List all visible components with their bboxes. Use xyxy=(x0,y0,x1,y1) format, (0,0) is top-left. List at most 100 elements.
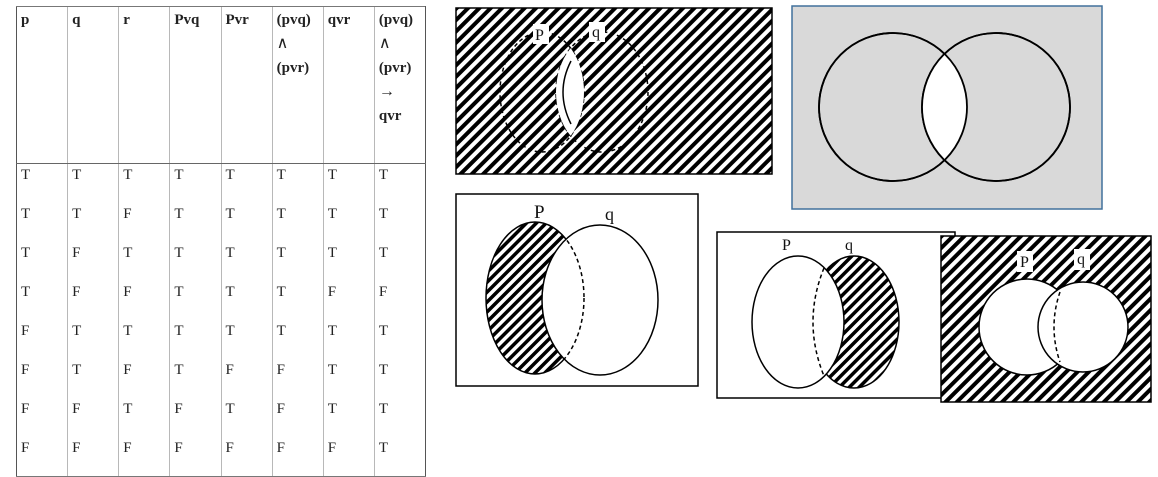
table-cell: F xyxy=(67,398,119,437)
table-cell: T xyxy=(220,398,273,437)
table-cell: F xyxy=(15,359,68,398)
header-q-or-r: qvr xyxy=(322,6,375,164)
table-cell: T xyxy=(322,359,375,398)
label-p: P xyxy=(1020,254,1029,271)
table-cell: F xyxy=(169,398,221,437)
table-cell: T xyxy=(118,163,170,203)
circle-q xyxy=(1037,281,1129,373)
table-cell: T xyxy=(118,320,170,359)
table-cell: T xyxy=(271,242,324,281)
table-cell: T xyxy=(169,242,221,281)
table-cell: F xyxy=(373,281,427,320)
table-cell: T xyxy=(220,163,273,203)
table-cell: T xyxy=(271,163,324,203)
table-cell: T xyxy=(271,281,324,320)
circle-q xyxy=(541,224,659,376)
table-cell: T xyxy=(15,242,68,281)
table-cell: T xyxy=(322,320,375,359)
circle-p xyxy=(751,255,845,389)
table-cell: F xyxy=(118,359,170,398)
table-cell: T xyxy=(118,242,170,281)
label-p: P xyxy=(782,237,791,254)
table-cell: T xyxy=(15,203,68,242)
table-cell: F xyxy=(15,437,68,477)
venn-diagram-3: P q xyxy=(455,193,701,389)
table-cell: T xyxy=(373,437,427,477)
table-cell: T xyxy=(169,163,221,203)
label-q: q xyxy=(592,24,600,41)
header-p: p xyxy=(15,6,68,164)
table-cell: T xyxy=(373,163,427,203)
table-cell: T xyxy=(322,398,375,437)
header-p-or-r: Pvr xyxy=(220,6,273,164)
venn-diagram-2 xyxy=(791,5,1105,212)
table-cell: T xyxy=(322,203,375,242)
label-p: P xyxy=(535,27,544,44)
table-cell: F xyxy=(322,281,375,320)
venn-diagram-1: P q xyxy=(455,7,775,177)
table-cell: F xyxy=(118,437,170,477)
table-cell: T xyxy=(15,281,68,320)
table-cell: F xyxy=(15,398,68,437)
table-cell: T xyxy=(67,320,119,359)
table-cell: T xyxy=(118,398,170,437)
table-cell: T xyxy=(373,320,427,359)
table-cell: T xyxy=(373,359,427,398)
table-cell: F xyxy=(322,437,375,477)
header-conjunction: (pvq) ∧ (pvr) xyxy=(271,6,324,164)
truth-table: p q r Pvq Pvr (pvq) ∧ (pvr) qvr (pvq) ∧ … xyxy=(15,6,427,477)
table-cell: F xyxy=(67,242,119,281)
table-cell: T xyxy=(169,320,221,359)
table-cell: T xyxy=(169,281,221,320)
table-cell: T xyxy=(67,359,119,398)
table-cell: T xyxy=(271,203,324,242)
table-cell: T xyxy=(322,242,375,281)
label-q: q xyxy=(605,204,614,224)
label-p: P xyxy=(534,202,545,223)
header-implication: (pvq) ∧ (pvr) → qvr xyxy=(373,6,427,164)
table-cell: F xyxy=(67,437,119,477)
venn-diagram-4: P q xyxy=(716,231,958,401)
label-q: q xyxy=(845,237,853,254)
table-cell: T xyxy=(220,320,273,359)
table-cell: F xyxy=(271,398,324,437)
table-cell: T xyxy=(169,359,221,398)
universe-hatched xyxy=(455,7,773,175)
table-cell: T xyxy=(220,242,273,281)
table-cell: T xyxy=(322,163,375,203)
header-r: r xyxy=(118,6,170,164)
truth-table-header-row: p q r Pvq Pvr (pvq) ∧ (pvr) qvr (pvq) ∧ … xyxy=(15,6,427,164)
table-cell: F xyxy=(67,281,119,320)
table-cell: F xyxy=(169,437,221,477)
table-cell: T xyxy=(373,242,427,281)
header-p-or-q: Pvq xyxy=(169,6,221,164)
label-q: q xyxy=(1077,251,1085,268)
table-cell: T xyxy=(373,203,427,242)
table-cell: T xyxy=(67,163,119,203)
table-cell: F xyxy=(271,359,324,398)
table-cell: F xyxy=(220,437,273,477)
table-cell: F xyxy=(271,437,324,477)
table-cell: F xyxy=(15,320,68,359)
table-cell: T xyxy=(15,163,68,203)
venn-diagram-5: P q xyxy=(940,235,1154,405)
table-cell: F xyxy=(220,359,273,398)
table-cell: F xyxy=(118,203,170,242)
table-cell: T xyxy=(67,203,119,242)
table-cell: T xyxy=(169,203,221,242)
table-cell: T xyxy=(220,203,273,242)
table-cell: F xyxy=(118,281,170,320)
table-cell: T xyxy=(373,398,427,437)
table-cell: T xyxy=(271,320,324,359)
table-cell: T xyxy=(220,281,273,320)
circle-q xyxy=(555,31,649,153)
